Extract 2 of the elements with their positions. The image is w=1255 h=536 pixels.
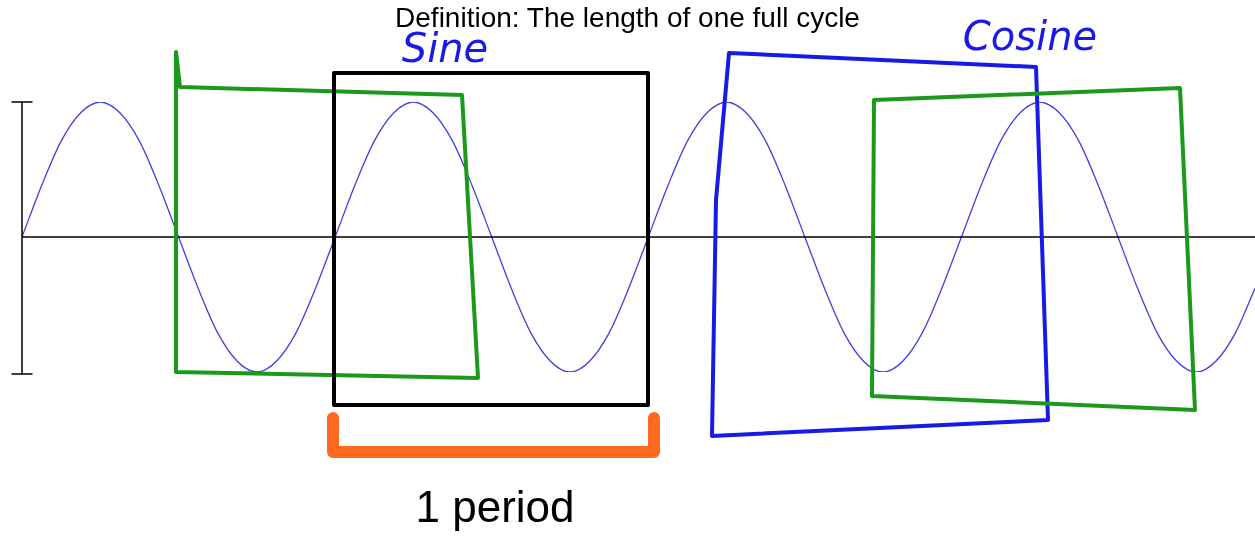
text: 1 period [415, 482, 575, 531]
text: Cosine [962, 13, 1098, 59]
